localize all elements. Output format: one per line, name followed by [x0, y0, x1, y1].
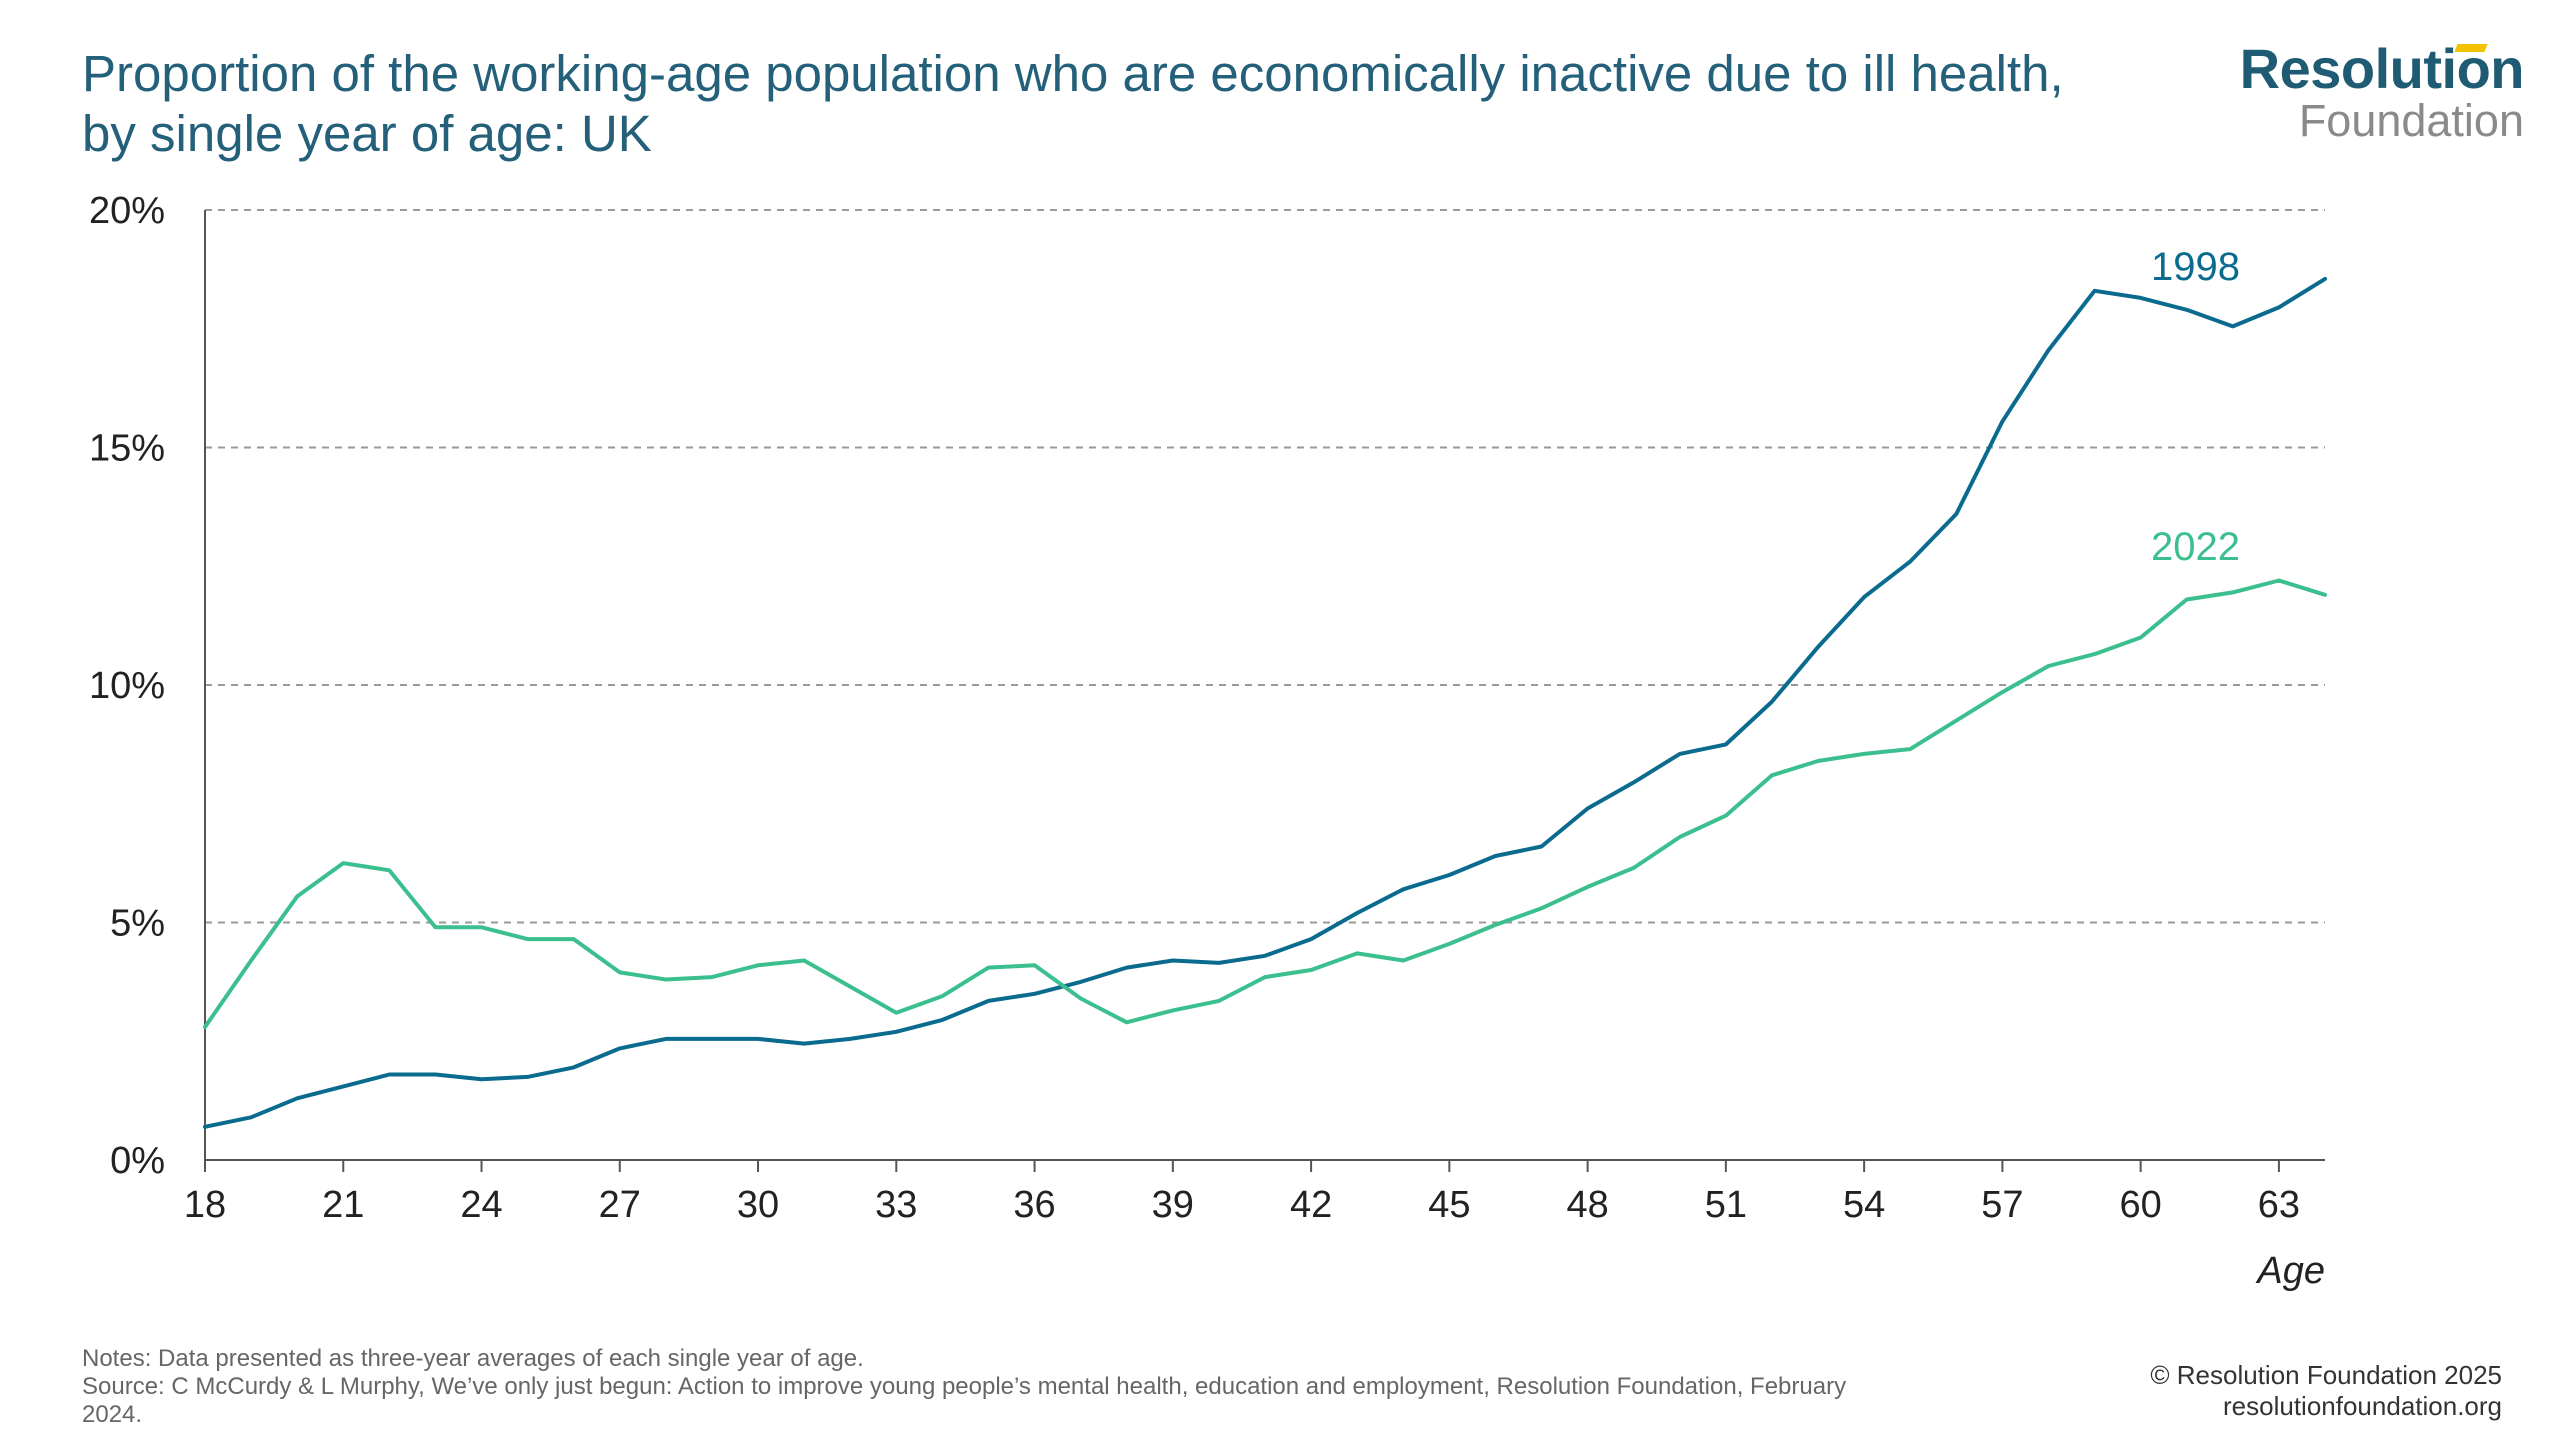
- x-tick-label: 54: [1843, 1184, 1885, 1226]
- x-tick-label: 42: [1290, 1184, 1332, 1226]
- x-tick-label: 21: [322, 1184, 364, 1226]
- x-tick-label: 18: [184, 1184, 226, 1226]
- labels: 1998 2022: [2151, 245, 2240, 569]
- y-tick-label: 0%: [110, 1140, 165, 1182]
- series-label-2022: 2022: [2151, 525, 2240, 569]
- axes: 0% 5% 10% 15% 20% 18 21 24 27 30 33 36 39 42 45 48 51 54 5…: [89, 190, 2325, 1292]
- x-tick-label: 60: [2120, 1184, 2162, 1226]
- x-tick-label: 24: [460, 1184, 502, 1226]
- x-tick-label: 51: [1705, 1184, 1747, 1226]
- gridlines: [205, 209, 2325, 924]
- series-line-2022: [203, 578, 2327, 1029]
- y-tick-label: 20%: [89, 190, 165, 232]
- x-tick-label: 57: [1981, 1184, 2023, 1226]
- y-tick-label: 5%: [110, 903, 165, 945]
- resolution-foundation-logo: Resolution Foundation: [2240, 40, 2525, 146]
- x-tick-label: 36: [1013, 1184, 1055, 1226]
- series-line-1998: [203, 276, 2327, 1129]
- x-tick-label: 63: [2258, 1184, 2300, 1226]
- x-tick-label: 30: [737, 1184, 779, 1226]
- chart-title-line1: Proportion of the working-age population…: [82, 45, 2064, 102]
- x-axis-title: Age: [2255, 1250, 2325, 1292]
- y-tick-label: 15%: [89, 428, 165, 470]
- copyright-text: © Resolution Foundation 2025: [2150, 1360, 2502, 1390]
- x-tick-label: 39: [1152, 1184, 1194, 1226]
- series-label-1998: 1998: [2151, 245, 2240, 289]
- chart-title-line2: by single year of age: UK: [82, 105, 652, 162]
- series-lines: [203, 276, 2327, 1129]
- source-line-continued: 2024.: [82, 1401, 143, 1428]
- chart-title: Proportion of the working-age population…: [82, 44, 2222, 164]
- x-tick-label: 45: [1428, 1184, 1470, 1226]
- chart-notes: Notes: Data presented as three-year aver…: [82, 1345, 2082, 1429]
- x-tick-label: 33: [875, 1184, 917, 1226]
- x-tick-label: 48: [1566, 1184, 1608, 1226]
- y-tick-label: 10%: [89, 665, 165, 707]
- logo-wordmark-bottom: Foundation: [2298, 95, 2524, 146]
- source-line: Source: C McCurdy & L Murphy, We’ve only…: [82, 1373, 1847, 1400]
- website-link: resolutionfoundation.org: [2223, 1391, 2502, 1421]
- notes-line: Notes: Data presented as three-year aver…: [82, 1345, 864, 1372]
- credits: © Resolution Foundation 2025 resolutionf…: [2150, 1360, 2502, 1422]
- x-tick-label: 27: [599, 1184, 641, 1226]
